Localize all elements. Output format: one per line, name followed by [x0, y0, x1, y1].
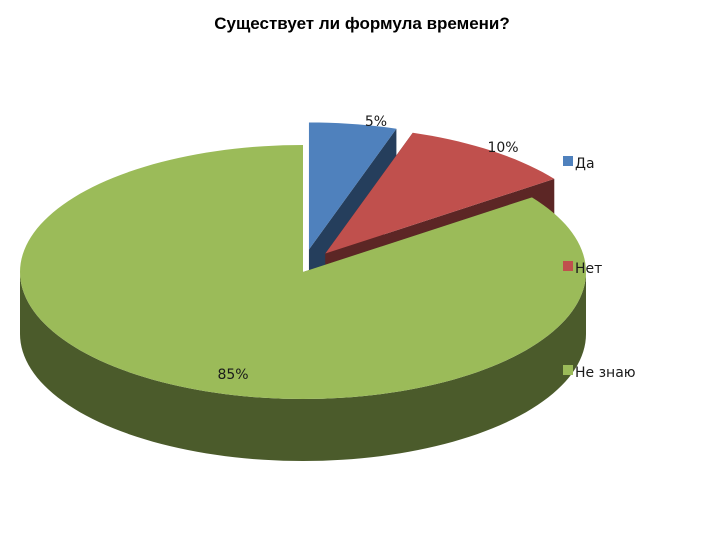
legend-label-ne-znayu: Не знаю: [575, 365, 636, 381]
legend-swatch-da: [563, 156, 573, 166]
legend-item-da: Да: [563, 156, 595, 172]
pie-slice-side-ne-znayu-0: [20, 272, 586, 461]
pie-layer: [20, 122, 586, 461]
pie-slice-top-net: [325, 132, 555, 254]
legend-label-da: Да: [575, 156, 595, 172]
legend-swatch-ne-znayu: [563, 365, 573, 375]
pie-slice-top-da: [308, 122, 397, 250]
pie-slice-ne-znayu: [20, 145, 586, 461]
data-label-layer: 5% 10% 85%: [217, 114, 518, 383]
chart-title: Существует ли формула времени?: [214, 14, 510, 33]
legend-item-ne-znayu: Не знаю: [563, 365, 636, 381]
legend: Да Нет Не знаю: [563, 156, 636, 381]
data-label-ne-znayu: 85%: [217, 367, 248, 383]
data-label-da: 5%: [365, 114, 387, 130]
legend-swatch-net: [563, 261, 573, 271]
data-label-net: 10%: [487, 140, 518, 156]
legend-item-net: Нет: [563, 261, 602, 277]
pie-slice-top-ne-znayu: [20, 145, 586, 399]
legend-label-net: Нет: [575, 261, 602, 277]
